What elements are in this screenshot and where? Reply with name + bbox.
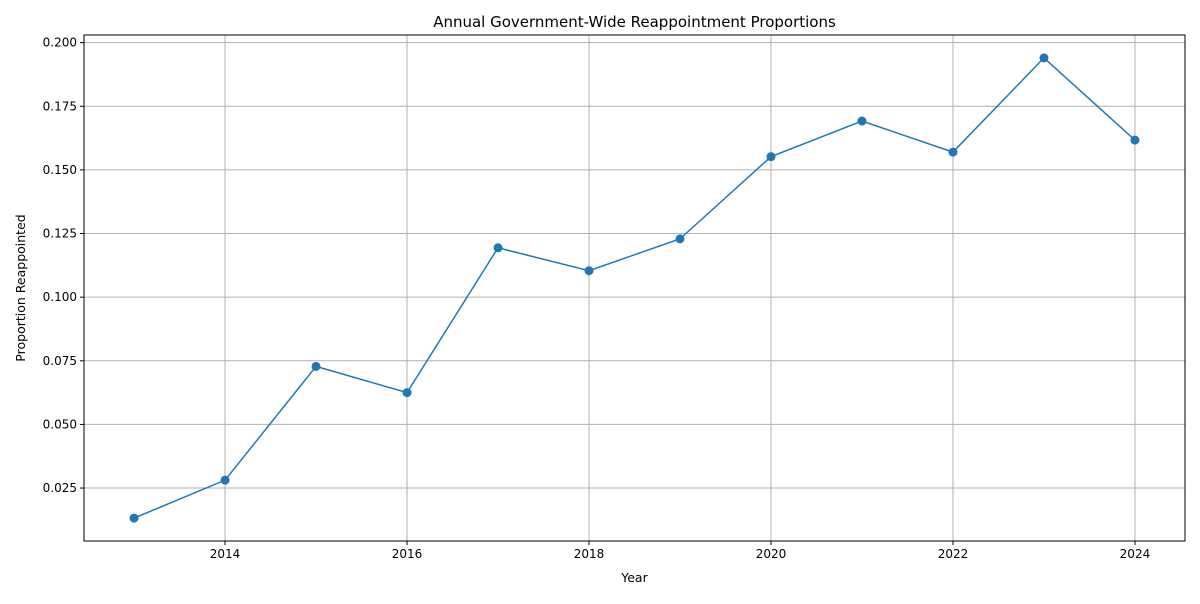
x-tick-label: 2018 xyxy=(574,547,605,561)
data-point xyxy=(493,243,503,253)
y-tick-label: 0.050 xyxy=(43,417,77,431)
series-points xyxy=(129,53,1140,523)
x-tick-label: 2020 xyxy=(756,547,787,561)
y-axis-label: Proportion Reappointed xyxy=(13,214,28,361)
x-tick-label: 2016 xyxy=(392,547,423,561)
y-tick-label: 0.025 xyxy=(43,481,77,495)
y-tick-label: 0.200 xyxy=(43,36,77,50)
y-tick-label: 0.075 xyxy=(43,354,77,368)
chart-title: Annual Government-Wide Reappointment Pro… xyxy=(433,13,836,31)
x-tick-label: 2024 xyxy=(1120,547,1151,561)
y-tick-label: 0.175 xyxy=(43,99,77,113)
series-lines xyxy=(133,56,1136,519)
data-point xyxy=(402,388,412,398)
y-tick-label: 0.100 xyxy=(43,290,77,304)
y-tick-label: 0.125 xyxy=(43,227,77,241)
data-point xyxy=(1130,135,1140,145)
data-point xyxy=(311,361,321,371)
data-point xyxy=(1039,53,1049,63)
x-tick-label: 2014 xyxy=(210,547,241,561)
data-point xyxy=(220,475,230,485)
plot-frame xyxy=(83,34,1186,542)
x-tick-label: 2022 xyxy=(938,547,969,561)
y-tick-label: 0.150 xyxy=(43,163,77,177)
data-point xyxy=(766,152,776,162)
axis-ticks: 2014 2016 2018 2020 2022 2024 0.025 0.050 0.075 0… xyxy=(43,36,1151,561)
data-point xyxy=(129,513,139,523)
data-point xyxy=(584,266,594,276)
grid-lines xyxy=(84,35,1185,541)
data-point xyxy=(948,147,958,157)
data-point xyxy=(857,116,867,126)
data-point xyxy=(675,234,685,244)
series-line xyxy=(133,56,1136,519)
x-axis-label: Year xyxy=(620,570,648,585)
